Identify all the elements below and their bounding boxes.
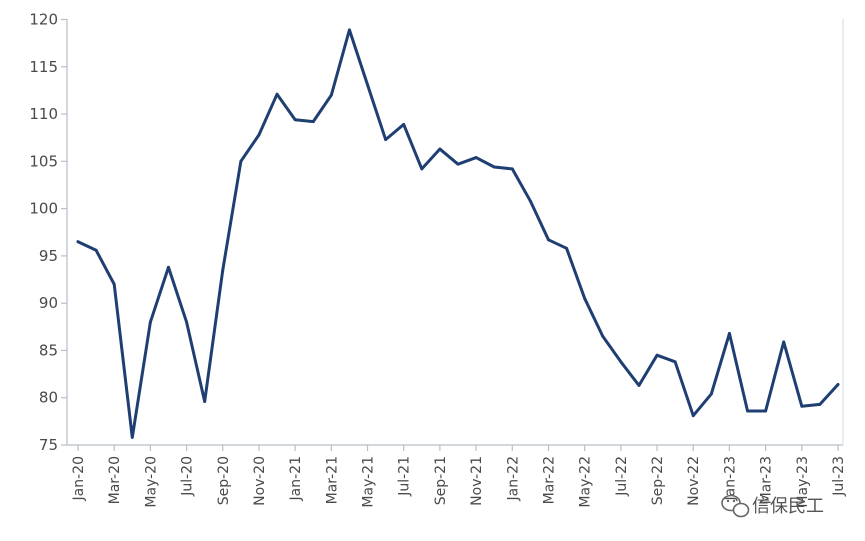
x-tick-label: Mar-22 <box>541 456 557 504</box>
data-point <box>94 248 98 252</box>
y-tick-label: 100 <box>29 200 58 218</box>
x-tick-label: Mar-23 <box>759 456 775 504</box>
x-tick-label: Nov-22 <box>686 456 702 506</box>
x-tick-label: Jan-23 <box>722 456 738 501</box>
data-point <box>728 332 731 335</box>
data-point <box>528 199 532 203</box>
data-point <box>456 162 460 166</box>
y-tick-label: 80 <box>39 389 58 407</box>
data-point <box>782 340 786 344</box>
watermark: 信保民工 <box>721 494 824 518</box>
data-point <box>348 28 351 32</box>
data-point <box>257 133 261 137</box>
data-point <box>619 360 623 364</box>
data-point <box>601 334 605 338</box>
y-tick-label: 90 <box>39 294 58 312</box>
data-point <box>239 159 243 163</box>
data-point <box>112 282 116 286</box>
watermark-text: 信保民工 <box>752 496 824 517</box>
data-point <box>818 402 822 406</box>
data-point <box>547 238 550 242</box>
data-point <box>275 92 279 96</box>
data-point <box>709 392 713 396</box>
x-tick-label: Jan-21 <box>288 456 304 501</box>
data-point <box>185 320 188 324</box>
y-tick-label: 110 <box>29 105 58 123</box>
data-point <box>492 165 496 169</box>
data-point <box>384 138 388 141</box>
x-tick-label: Mar-21 <box>324 456 340 504</box>
x-tick-label: Sep-21 <box>433 456 449 505</box>
data-point <box>474 156 478 159</box>
y-tick-label: 85 <box>39 341 58 359</box>
x-tick-label: May-22 <box>578 456 594 508</box>
x-tick-label: Sep-22 <box>650 456 666 505</box>
data-point <box>565 246 568 250</box>
data-point <box>836 383 840 386</box>
data-point <box>221 268 225 272</box>
data-point <box>203 400 207 403</box>
x-tick-label: Jul-21 <box>397 456 413 497</box>
data-point <box>510 167 514 171</box>
x-tick-label: Jul-20 <box>180 456 196 497</box>
x-tick-label: Nov-21 <box>469 456 485 506</box>
data-point <box>311 120 315 124</box>
y-tick-label: 105 <box>29 152 58 170</box>
data-point <box>746 409 749 413</box>
data-point <box>637 384 641 387</box>
data-point <box>764 409 768 413</box>
x-tick-label: Jan-20 <box>71 456 87 501</box>
data-points <box>76 28 840 439</box>
series-line <box>76 28 840 439</box>
x-tick-label: Jul-23 <box>831 456 847 497</box>
x-tick-label: Sep-20 <box>216 456 232 505</box>
data-point <box>655 353 659 357</box>
x-axis-ticks: Jan-20 Mar-20 May-20 Jul-20 Sep-20 Nov-20 Jan-… <box>71 445 847 508</box>
y-tick-label: 115 <box>29 58 58 76</box>
data-point <box>293 118 297 122</box>
data-point <box>402 123 406 126</box>
y-tick-label: 120 <box>29 11 58 29</box>
data-point <box>148 320 152 324</box>
x-tick-label: May-23 <box>795 456 811 508</box>
data-point <box>691 414 695 418</box>
y-tick-label: 95 <box>39 247 58 265</box>
data-point <box>130 436 134 439</box>
data-point <box>329 93 333 97</box>
data-point <box>673 360 677 364</box>
data-point <box>583 297 587 300</box>
data-point <box>420 167 424 171</box>
y-axis-ticks: 75 80 85 90 95 100 105 110 115 120 <box>29 11 67 454</box>
x-tick-label: May-21 <box>361 456 377 508</box>
y-tick-label: 75 <box>39 436 58 454</box>
x-tick-label: Nov-20 <box>252 456 268 506</box>
x-tick-label: Jul-22 <box>614 456 630 497</box>
data-point <box>800 404 804 408</box>
data-point <box>366 83 369 87</box>
data-point <box>438 147 442 151</box>
data-point <box>76 240 80 244</box>
data-point <box>167 265 170 269</box>
wechat-icon <box>721 494 750 518</box>
x-tick-label: May-20 <box>143 456 159 508</box>
x-tick-label: Jan-22 <box>505 456 521 501</box>
x-tick-label: Mar-20 <box>107 456 123 504</box>
